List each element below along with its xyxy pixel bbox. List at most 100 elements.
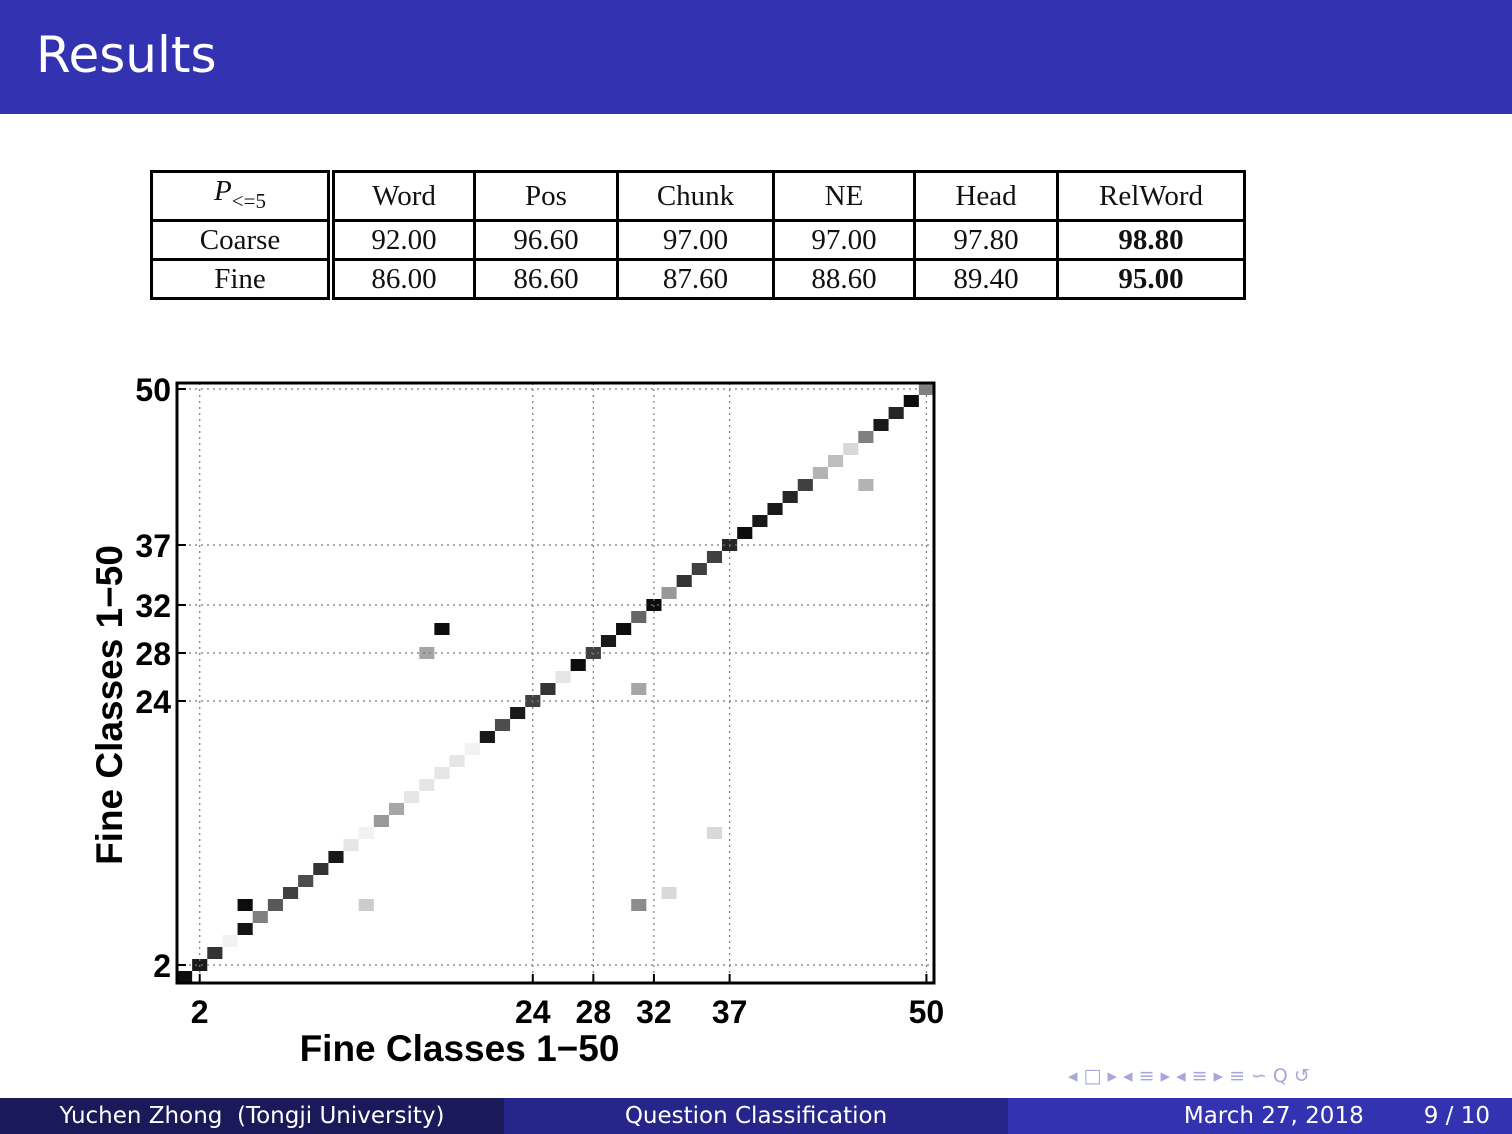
plot-frame <box>175 381 936 985</box>
x-tick-label: 28 <box>576 994 612 1030</box>
heatmap-cell <box>631 899 647 911</box>
refresh-icon[interactable]: ↺ <box>1293 1065 1310 1087</box>
heatmap-cell <box>797 479 813 491</box>
heatmap-cell <box>858 431 874 443</box>
heatmap-cell <box>434 623 450 635</box>
heatmap-cell <box>888 407 904 419</box>
frame-icon[interactable]: □ <box>1083 1065 1102 1087</box>
heatmap-cell <box>676 575 692 587</box>
y-tick-label: 50 <box>135 372 171 408</box>
table-cell: 88.60 <box>772 258 916 300</box>
column-header: RelWord <box>1056 170 1246 222</box>
outline-icon[interactable]: ≡ <box>1229 1065 1245 1087</box>
section-icon[interactable]: ≡ <box>1191 1065 1208 1087</box>
x-tick-labels: 2 24 28 32 37 50 <box>191 994 944 1030</box>
table-header-row: P<=5 Word Pos Chunk NE Head RelWord <box>150 170 1246 222</box>
heatmap-cell <box>449 755 465 767</box>
heatmap-cell <box>782 491 798 503</box>
heatmap-cell <box>404 791 420 803</box>
nav-prev-icon[interactable]: ◂ <box>1123 1065 1133 1087</box>
table-cell: 97.00 <box>616 219 775 261</box>
table-cell: 89.40 <box>913 258 1059 300</box>
heatmap-cell <box>419 647 435 659</box>
heatmap-cell <box>631 683 647 695</box>
heatmap-cell <box>207 947 223 959</box>
heatmap-cell <box>661 587 677 599</box>
heatmap-cell <box>479 731 495 743</box>
row-label: Fine <box>150 258 335 300</box>
subsection-icon[interactable]: ≡ <box>1138 1065 1155 1087</box>
heatmap-cell <box>903 395 919 407</box>
table-cell: 96.60 <box>473 219 619 261</box>
heatmap-cell <box>616 623 632 635</box>
heatmap-cell <box>388 803 405 815</box>
search-icon[interactable]: Q <box>1272 1065 1288 1087</box>
table-row: Fine 86.00 86.60 87.60 88.60 89.40 95.00 <box>150 258 1246 300</box>
heatmap-cell <box>328 851 344 863</box>
heatmap-cell <box>358 827 374 839</box>
p-subscript: <=5 <box>231 189 266 213</box>
heatmap-cell <box>358 899 374 911</box>
x-tick-label: 50 <box>909 994 945 1030</box>
heatmap-cell <box>570 659 586 671</box>
table-corner-cell: P<=5 <box>150 170 335 222</box>
table-cell: 97.00 <box>772 219 916 261</box>
table-row: Coarse 92.00 96.60 97.00 97.00 97.80 98.… <box>150 219 1246 261</box>
heatmap-cell <box>298 875 314 887</box>
heatmap-cell <box>540 683 556 695</box>
heatmap-cell <box>706 551 723 563</box>
x-tick-label: 32 <box>636 994 672 1030</box>
heatmap-cell <box>237 899 253 911</box>
column-header: Head <box>913 170 1059 222</box>
heatmap-cell <box>706 827 723 839</box>
heatmap-cell <box>222 935 238 947</box>
heatmap-cell <box>600 635 617 647</box>
slide-title: Results <box>36 26 217 84</box>
nav-next-icon[interactable]: ▸ <box>1107 1065 1118 1087</box>
heatmap-grid <box>177 383 934 983</box>
footer-talk-title: Question Classification <box>504 1098 1008 1134</box>
nav-next-icon[interactable]: ▸ <box>1160 1065 1171 1087</box>
table-cell: 97.80 <box>913 219 1059 261</box>
nav-prev-icon[interactable]: ◂ <box>1068 1065 1078 1087</box>
results-table: P<=5 Word Pos Chunk NE Head RelWord Coar… <box>150 170 1246 300</box>
x-axis-label: Fine Classes 1−50 <box>300 1028 620 1069</box>
heatmap-cell <box>343 839 359 851</box>
table-cell: 86.00 <box>329 258 476 300</box>
title-bar: Results <box>0 0 1512 114</box>
nav-prev-icon[interactable]: ◂ <box>1176 1065 1186 1087</box>
heatmap-cell <box>464 743 480 755</box>
back-icon[interactable]: ∽ <box>1251 1065 1267 1087</box>
y-tick-label: 28 <box>135 636 171 672</box>
column-header: Word <box>329 170 476 222</box>
table-cell: 92.00 <box>329 219 476 261</box>
row-label: Coarse <box>150 219 335 261</box>
confusion-heatmap: 2 24 28 32 37 50 2 24 28 32 37 50 Fine Classes 1−5… <box>89 372 944 1069</box>
heatmap-cell <box>282 887 299 899</box>
nav-next-icon[interactable]: ▸ <box>1213 1065 1224 1087</box>
y-tick-label: 24 <box>135 684 171 720</box>
footer-author: Yuchen Zhong (Tongji University) <box>0 1098 504 1134</box>
heatmap-cell <box>752 515 768 527</box>
heatmap-cell <box>858 479 874 491</box>
y-tick-label: 2 <box>153 948 171 984</box>
beamer-navigation: ◂ □ ▸ ◂ ≡ ▸ ◂ ≡ ▸ ≡ ∽ Q ↺ <box>1068 1062 1508 1090</box>
heatmap-cell <box>267 899 283 911</box>
heatmap-cell <box>767 503 783 515</box>
y-tick-label: 32 <box>135 588 171 624</box>
y-tick-label: 37 <box>135 528 171 564</box>
table-cell-best: 98.80 <box>1056 219 1246 261</box>
heatmap-cell <box>555 671 571 683</box>
heatmap-cell <box>434 767 450 779</box>
heatmap-cell <box>873 419 889 431</box>
heatmap-cells <box>177 383 934 983</box>
column-header: Chunk <box>616 170 775 222</box>
table-cell: 87.60 <box>616 258 775 300</box>
tick-marks <box>177 388 928 983</box>
heatmap-cell <box>237 923 253 935</box>
heatmap-cell <box>828 455 844 467</box>
y-axis-label: Fine Classes 1−50 <box>89 545 130 865</box>
heatmap-cell <box>812 467 829 479</box>
heatmap-cell <box>252 911 268 923</box>
page-number: 9 / 10 <box>1423 1103 1490 1129</box>
